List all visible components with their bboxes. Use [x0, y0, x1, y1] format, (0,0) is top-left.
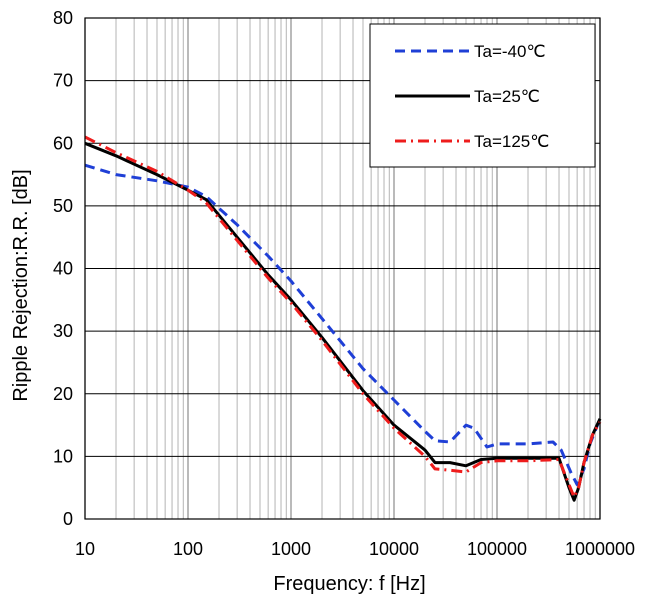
series-line-ta-125 [84, 135, 602, 499]
y-tick-label: 10 [53, 446, 73, 466]
legend: Ta=-40℃ Ta=25℃ Ta=125℃ [369, 23, 596, 168]
x-tick-label: 1000000 [565, 539, 635, 559]
y-tick-labels: 0 10 20 30 40 50 60 70 80 [53, 8, 73, 529]
series-line-ta-minus40 [84, 163, 602, 487]
plot-frame [84, 17, 601, 520]
y-tick-label: 80 [53, 8, 73, 28]
series-layer [84, 135, 602, 502]
series-line-ta-25 [84, 141, 602, 502]
x-tick-label: 100 [173, 539, 203, 559]
x-tick-label: 100000 [467, 539, 527, 559]
legend-label-ta-minus40: Ta=-40℃ [474, 42, 546, 61]
y-tick-label: 0 [63, 509, 73, 529]
y-axis-title: Ripple Rejection:R.R. [dB] [10, 169, 32, 401]
legend-label-ta-125: Ta=125℃ [474, 132, 549, 151]
x-tick-label: 1000 [271, 539, 311, 559]
y-tick-label: 50 [53, 196, 73, 216]
x-axis-title: Frequency: f [Hz] [273, 573, 425, 595]
legend-label-ta-25: Ta=25℃ [474, 87, 540, 106]
y-tick-label: 60 [53, 133, 73, 153]
y-tick-label: 20 [53, 384, 73, 404]
x-tick-label: 10 [75, 539, 95, 559]
x-tick-labels: 10 100 1000 10000 100000 1000000 [75, 539, 635, 559]
y-tick-label: 40 [53, 259, 73, 279]
legend-entry-ta-minus40: Ta=-40℃ [395, 42, 546, 61]
legend-entry-ta-125: Ta=125℃ [395, 132, 549, 151]
x-tick-label: 10000 [369, 539, 419, 559]
legend-entry-ta-25: Ta=25℃ [395, 87, 540, 106]
y-tick-label: 30 [53, 321, 73, 341]
y-tick-label: 70 [53, 71, 73, 91]
